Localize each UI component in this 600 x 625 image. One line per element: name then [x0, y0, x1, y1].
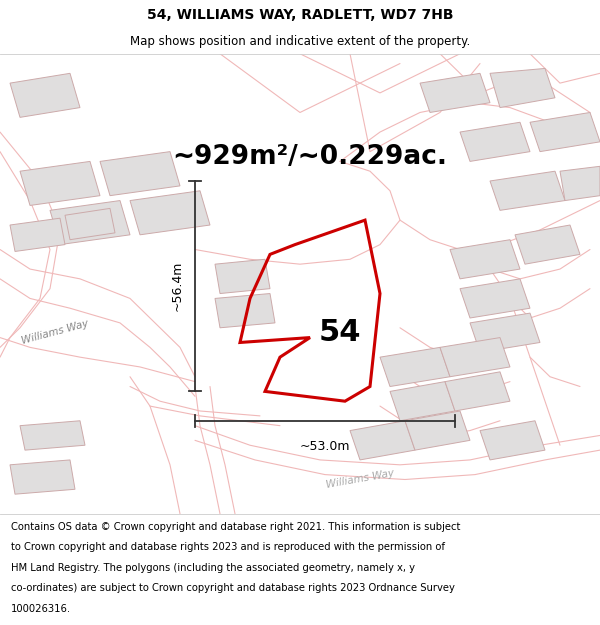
Polygon shape: [20, 421, 85, 450]
Text: Williams Way: Williams Way: [20, 319, 89, 346]
Polygon shape: [490, 171, 565, 211]
Polygon shape: [450, 240, 520, 279]
Polygon shape: [560, 166, 600, 201]
Polygon shape: [215, 294, 275, 328]
Text: ~929m²/~0.229ac.: ~929m²/~0.229ac.: [173, 144, 448, 169]
Polygon shape: [20, 161, 100, 206]
Text: HM Land Registry. The polygons (including the associated geometry, namely x, y: HM Land Registry. The polygons (includin…: [11, 562, 415, 572]
Polygon shape: [405, 411, 470, 450]
Polygon shape: [390, 382, 455, 421]
Polygon shape: [460, 279, 530, 318]
Polygon shape: [380, 348, 450, 386]
Text: Map shows position and indicative extent of the property.: Map shows position and indicative extent…: [130, 36, 470, 48]
Polygon shape: [100, 152, 180, 196]
Text: 54, WILLIAMS WAY, RADLETT, WD7 7HB: 54, WILLIAMS WAY, RADLETT, WD7 7HB: [147, 8, 453, 22]
Text: Williams Way: Williams Way: [325, 469, 395, 491]
Polygon shape: [130, 191, 210, 235]
Polygon shape: [10, 218, 65, 251]
Polygon shape: [215, 259, 270, 294]
Text: ~53.0m: ~53.0m: [300, 441, 350, 453]
Text: co-ordinates) are subject to Crown copyright and database rights 2023 Ordnance S: co-ordinates) are subject to Crown copyr…: [11, 583, 455, 593]
Text: to Crown copyright and database rights 2023 and is reproduced with the permissio: to Crown copyright and database rights 2…: [11, 542, 445, 552]
Polygon shape: [490, 68, 555, 108]
Polygon shape: [530, 112, 600, 152]
Polygon shape: [460, 122, 530, 161]
Polygon shape: [480, 421, 545, 460]
Polygon shape: [420, 73, 490, 112]
Text: ~56.4m: ~56.4m: [170, 261, 184, 311]
Text: 54: 54: [319, 318, 361, 347]
Polygon shape: [515, 225, 580, 264]
Polygon shape: [470, 313, 540, 352]
Polygon shape: [10, 73, 80, 118]
Polygon shape: [350, 421, 415, 460]
Polygon shape: [440, 338, 510, 377]
Text: 100026316.: 100026316.: [11, 604, 71, 614]
Polygon shape: [10, 460, 75, 494]
Polygon shape: [65, 208, 115, 240]
Text: Contains OS data © Crown copyright and database right 2021. This information is : Contains OS data © Crown copyright and d…: [11, 521, 460, 531]
Polygon shape: [445, 372, 510, 411]
Polygon shape: [50, 201, 130, 244]
